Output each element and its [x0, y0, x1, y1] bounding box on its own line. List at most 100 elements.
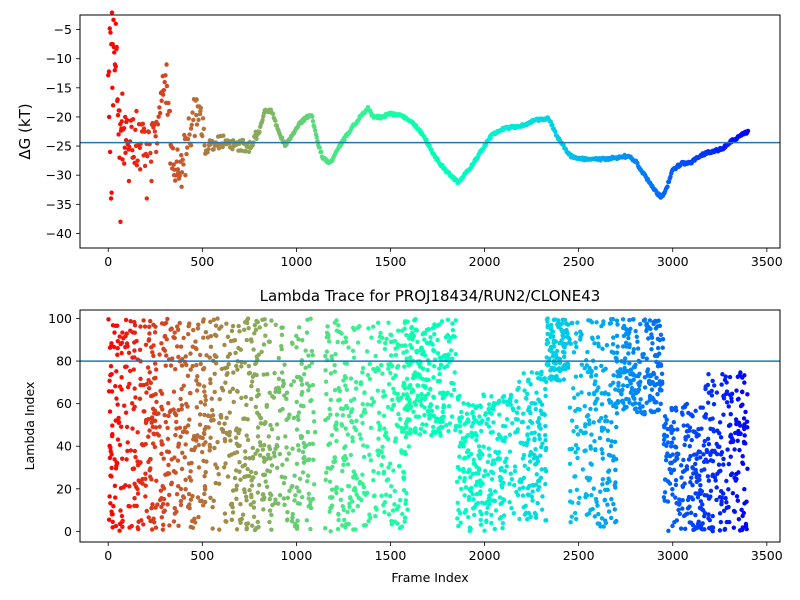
- lambda-point: [219, 366, 225, 372]
- lambda-point: [234, 483, 239, 488]
- lambda-point: [508, 471, 513, 476]
- lambda-point: [348, 409, 354, 415]
- lambda-point: [208, 495, 213, 501]
- lambda-point: [115, 402, 120, 407]
- lambda-point: [645, 326, 650, 331]
- delta-g-x-tick-label: 2500: [563, 254, 595, 269]
- lambda-point: [176, 354, 181, 360]
- lambda-point: [410, 387, 415, 392]
- lambda-point: [130, 330, 136, 335]
- lambda-point: [286, 451, 292, 456]
- lambda-point: [131, 367, 136, 372]
- lambda-point: [200, 503, 206, 508]
- lambda-point: [389, 518, 394, 524]
- lambda-point: [143, 471, 148, 476]
- lambda-point: [482, 501, 488, 506]
- lambda-point: [719, 450, 725, 455]
- lambda-point: [234, 363, 239, 369]
- lambda-point: [521, 371, 526, 376]
- delta-g-point: [117, 108, 122, 113]
- delta-g-point: [138, 167, 143, 172]
- delta-g-x-tick-label: 1500: [375, 254, 407, 269]
- lambda-point: [271, 450, 277, 456]
- lambda-point: [378, 330, 383, 336]
- lambda-point: [649, 346, 654, 352]
- lambda-point: [384, 336, 389, 342]
- lambda-point: [294, 461, 300, 467]
- lambda-point: [267, 339, 272, 344]
- lambda-point: [413, 316, 418, 322]
- lambda-point: [269, 512, 274, 518]
- lambda-point: [353, 527, 358, 532]
- lambda-point: [487, 410, 492, 415]
- lambda-point: [334, 412, 340, 417]
- lambda-point: [148, 318, 153, 324]
- lambda-point: [468, 474, 473, 480]
- lambda-point: [461, 401, 466, 406]
- lambda-point: [702, 438, 707, 444]
- delta-g-point: [185, 145, 190, 150]
- lambda-point: [459, 486, 464, 492]
- lambda-point: [457, 415, 462, 421]
- lambda-point: [404, 490, 409, 496]
- lambda-point: [670, 487, 675, 492]
- lambda-point: [457, 510, 463, 516]
- lambda-point: [380, 371, 385, 376]
- lambda-point: [456, 524, 461, 529]
- lambda-point: [688, 510, 694, 516]
- delta-g-point: [162, 79, 167, 85]
- lambda-point: [526, 466, 531, 471]
- lambda-point: [441, 394, 447, 400]
- lambda-point: [261, 342, 267, 347]
- lambda-point: [402, 364, 407, 369]
- lambda-point: [327, 406, 332, 412]
- lambda-point: [235, 389, 240, 394]
- lambda-point: [195, 374, 200, 379]
- lambda-point: [373, 369, 378, 374]
- lambda-point: [300, 338, 305, 343]
- lambda-point: [108, 501, 113, 506]
- lambda-point: [106, 317, 111, 322]
- lambda-point: [661, 437, 667, 443]
- lambda-point: [696, 427, 701, 432]
- lambda-point: [332, 362, 337, 368]
- lambda-y-tick-label: 80: [56, 354, 72, 369]
- delta-g-point: [424, 137, 429, 143]
- lambda-point: [718, 435, 724, 440]
- lambda-point: [164, 337, 169, 342]
- lambda-point: [507, 481, 512, 487]
- lambda-point: [194, 388, 200, 393]
- lambda-point: [279, 370, 285, 375]
- lambda-point: [470, 409, 475, 415]
- lambda-point: [291, 379, 297, 384]
- lambda-point: [641, 318, 647, 323]
- lambda-y-tick-label: 40: [56, 439, 72, 454]
- lambda-point: [348, 452, 354, 458]
- lambda-point: [112, 330, 117, 335]
- lambda-point: [196, 322, 201, 327]
- lambda-point: [405, 319, 410, 324]
- lambda-point: [447, 421, 453, 426]
- lambda-point: [257, 482, 262, 488]
- lambda-point: [575, 446, 581, 451]
- lambda-point: [367, 361, 373, 367]
- delta-g-y-tick-label: −10: [46, 51, 72, 66]
- lambda-point: [571, 429, 576, 434]
- lambda-point: [600, 456, 606, 461]
- lambda-point: [149, 505, 154, 511]
- delta-g-point: [118, 219, 123, 224]
- lambda-point: [491, 401, 497, 406]
- lambda-point: [435, 351, 441, 356]
- lambda-point: [146, 377, 151, 383]
- lambda-point: [108, 473, 113, 478]
- lambda-point: [297, 501, 303, 506]
- lambda-point: [729, 395, 734, 401]
- lambda-point: [612, 507, 618, 512]
- lambda-point: [597, 418, 602, 424]
- lambda-y-tick-label: 60: [56, 396, 72, 411]
- lambda-point: [226, 362, 231, 367]
- lambda-point: [508, 395, 514, 400]
- delta-g-point: [230, 146, 235, 152]
- lambda-point: [698, 487, 703, 493]
